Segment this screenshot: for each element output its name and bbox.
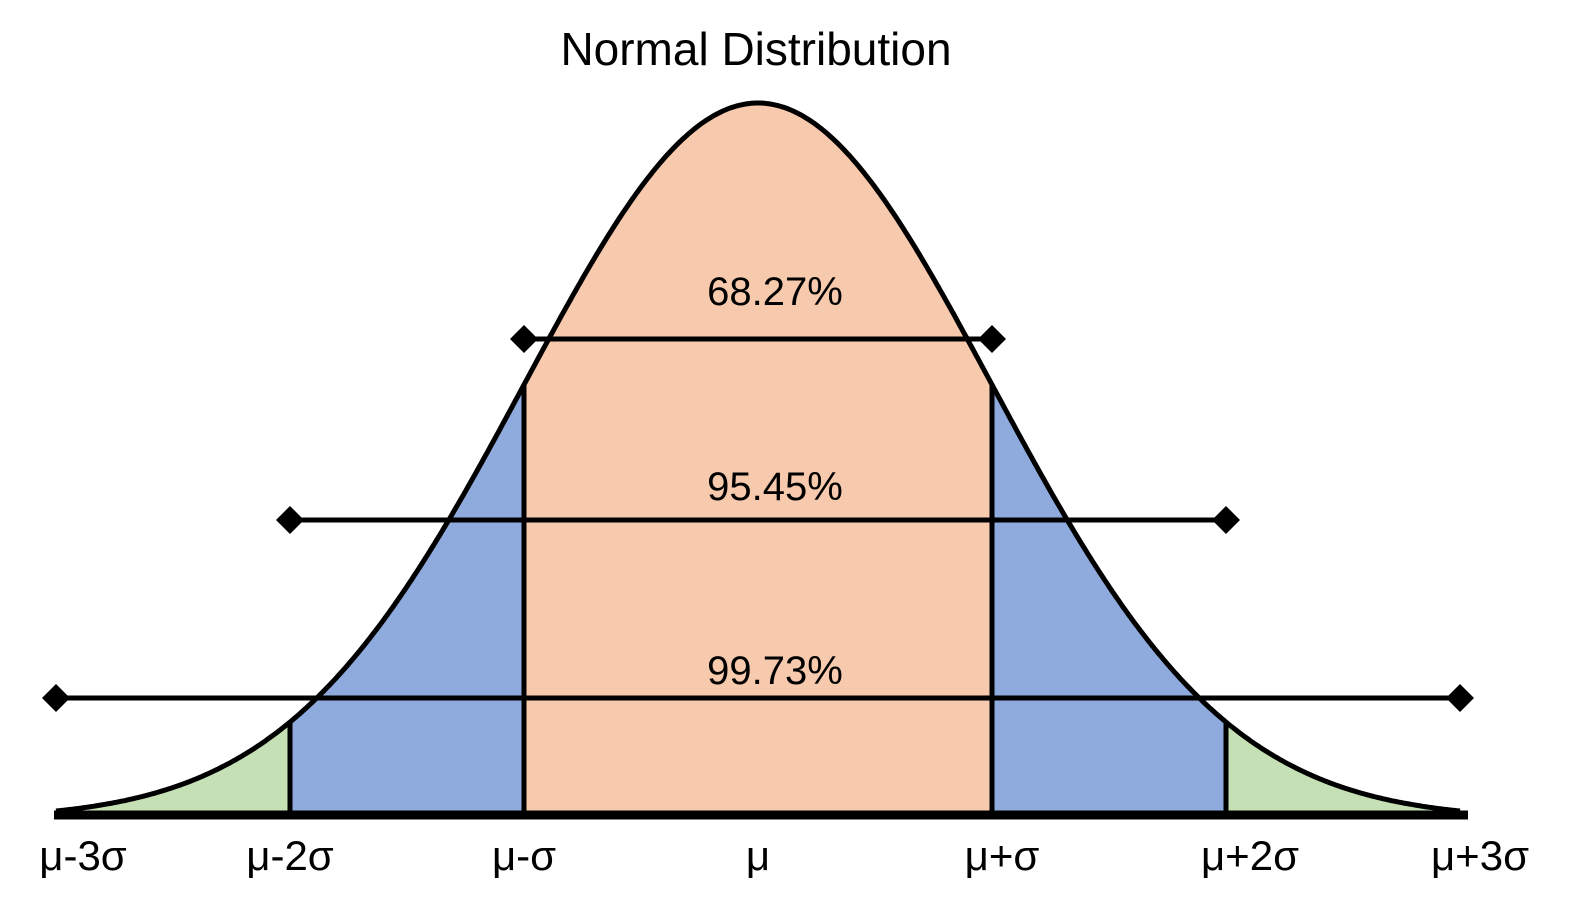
interval-99-bar: 99.73%: [42, 649, 1474, 712]
tick-label-plus-3-sigma: μ+3σ: [1431, 832, 1529, 879]
diamond-marker-left: [510, 325, 538, 353]
diamond-marker-left: [42, 684, 70, 712]
diamond-marker-left: [276, 506, 304, 534]
tick-label-plus-1-sigma: μ+σ: [965, 832, 1040, 879]
tick-label-minus-3-sigma: μ-3σ: [39, 832, 127, 879]
diamond-marker-right: [1446, 684, 1474, 712]
tick-label-minus-2-sigma: μ-2σ: [246, 832, 334, 879]
tick-label-mean: μ: [746, 832, 770, 879]
region-within-1-sigma: [524, 103, 992, 815]
interval-95-label: 95.45%: [707, 465, 843, 509]
interval-68-bar: 68.27%: [510, 270, 1006, 353]
tick-label-minus-1-sigma: μ-σ: [492, 832, 556, 879]
diagram-title: Normal Distribution: [560, 23, 951, 75]
interval-99-label: 99.73%: [707, 649, 843, 693]
diamond-marker-right: [978, 325, 1006, 353]
bell-curve: [55, 100, 1461, 814]
interval-95-bar: 95.45%: [276, 465, 1240, 534]
x-axis-tick-labels: μ-3σ μ-2σ μ-σ μ μ+σ μ+2σ μ+3σ: [39, 832, 1529, 879]
region-beyond-2-sigma-right: [1226, 722, 1460, 815]
region-beyond-2-sigma-left: [56, 722, 290, 815]
diamond-marker-right: [1212, 506, 1240, 534]
interval-68-label: 68.27%: [707, 270, 843, 314]
tick-label-plus-2-sigma: μ+2σ: [1201, 832, 1299, 879]
